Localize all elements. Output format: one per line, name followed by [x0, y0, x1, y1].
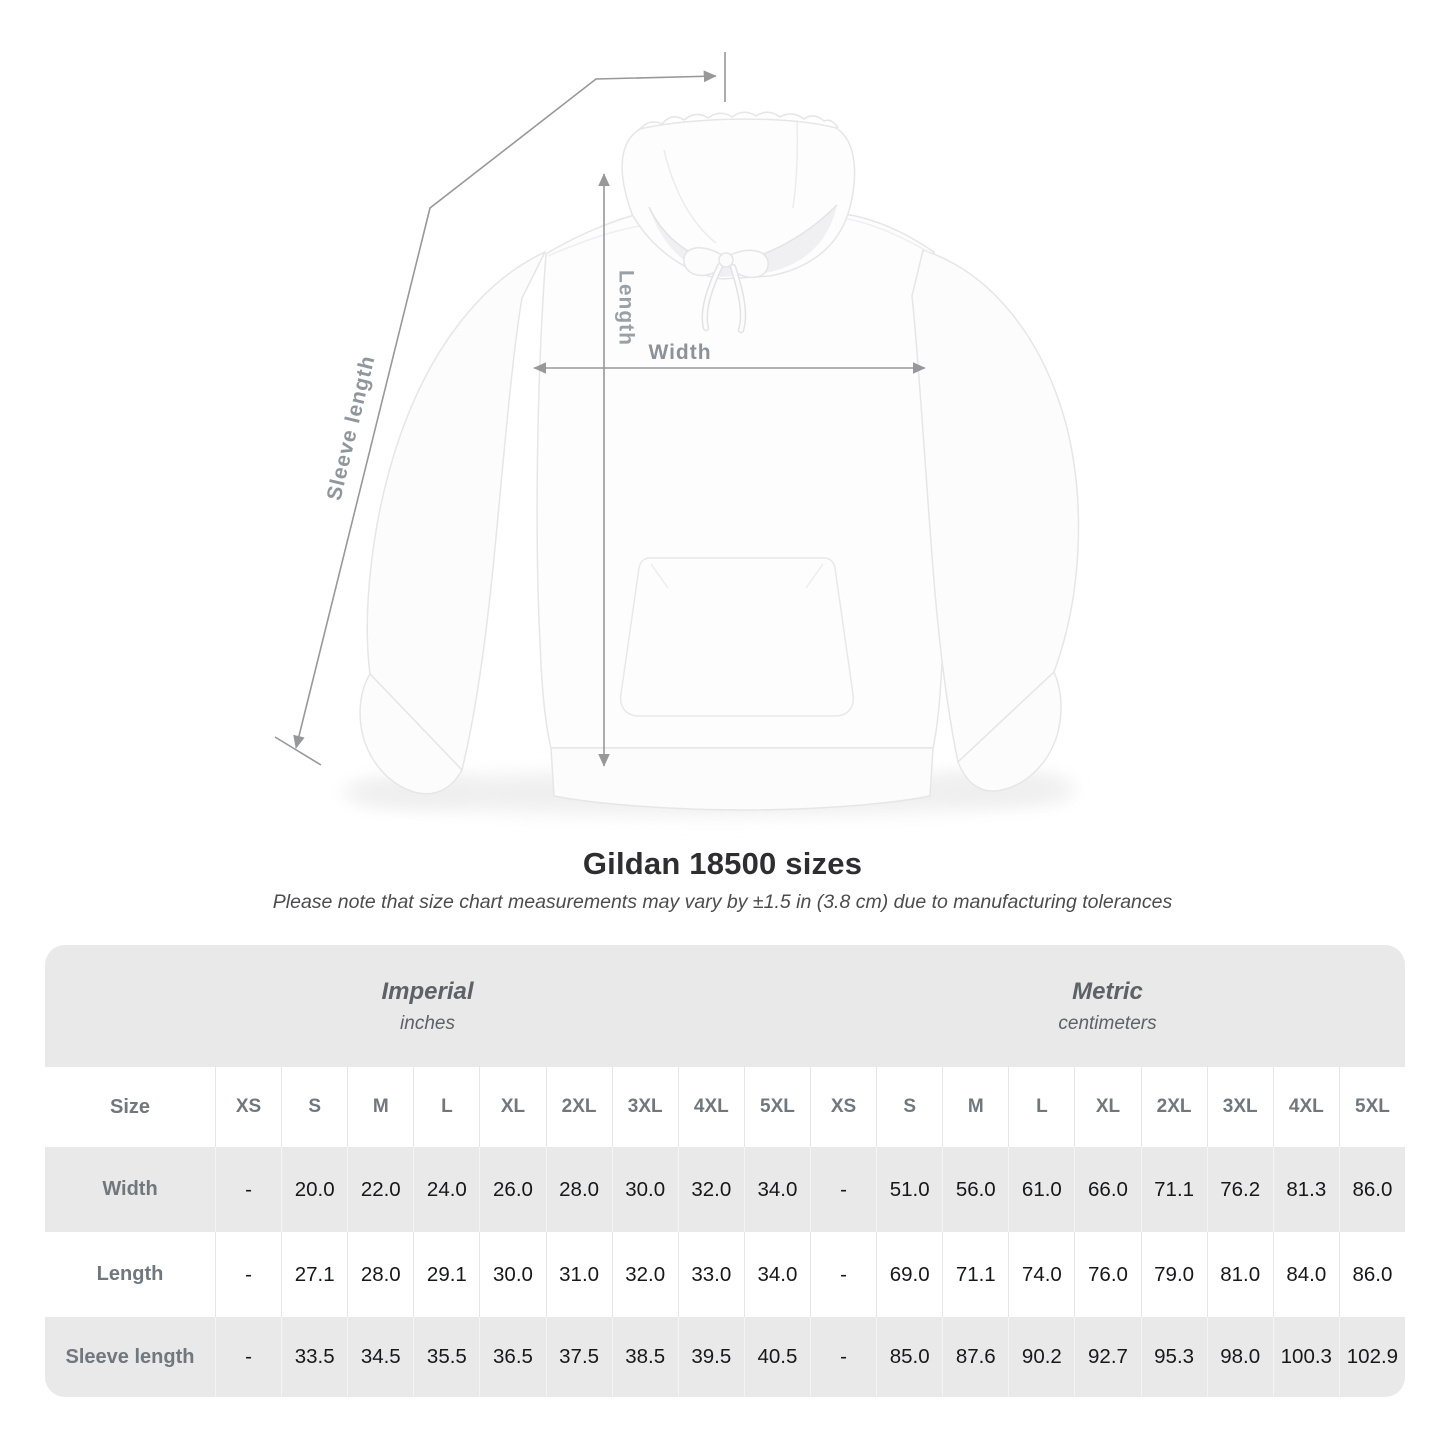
size-col-header: 4XL	[677, 1067, 744, 1147]
size-col-header: XL	[1074, 1067, 1140, 1147]
width-label: Width	[648, 341, 711, 364]
value-cell: 102.9	[1338, 1317, 1405, 1397]
dimension-lines	[274, 52, 926, 767]
value-cell: 86.0	[1338, 1232, 1405, 1317]
value-cell: 26.0	[479, 1147, 546, 1232]
value-cell: 76.2	[1206, 1147, 1273, 1232]
value-cell: 98.0	[1206, 1317, 1273, 1397]
size-col-header: L	[1008, 1067, 1074, 1147]
size-col-header: XL	[479, 1067, 545, 1147]
metric-label: Metric	[1072, 977, 1143, 1005]
size-col-header: L	[413, 1067, 479, 1147]
hoodie-illustration	[342, 111, 1080, 815]
value-cell: 28.0	[545, 1147, 612, 1232]
value-cell: 35.5	[413, 1317, 480, 1397]
row-label-width: Width	[45, 1147, 215, 1232]
value-cell: 32.0	[611, 1232, 678, 1317]
size-col-header: 5XL	[1338, 1067, 1405, 1147]
size-col-header: S	[281, 1067, 347, 1147]
value-cell: 66.0	[1074, 1147, 1141, 1232]
value-cell: 31.0	[545, 1232, 612, 1317]
left-sleeve	[366, 250, 547, 772]
value-cell: 28.0	[347, 1232, 413, 1317]
value-cell: 85.0	[876, 1317, 943, 1397]
value-cell: 34.0	[743, 1147, 810, 1232]
value-cell: 37.5	[545, 1317, 612, 1397]
hoodie-hem-band	[550, 747, 934, 811]
value-cell: 38.5	[611, 1317, 678, 1397]
value-cell: 40.5	[743, 1317, 810, 1397]
size-col-header: 2XL	[545, 1067, 612, 1147]
page-subtitle: Please note that size chart measurements…	[272, 891, 1173, 913]
size-col-header: 3XL	[1206, 1067, 1273, 1147]
value-cell: 84.0	[1272, 1232, 1339, 1317]
right-cuff	[957, 670, 1062, 792]
size-col-header: 5XL	[743, 1067, 810, 1147]
value-cell: -	[810, 1317, 877, 1397]
sleeve-length-line	[293, 70, 717, 749]
size-table: Imperial inches Metric centimeters Size …	[45, 945, 1405, 1397]
value-cell: 51.0	[876, 1147, 943, 1232]
value-cell: 76.0	[1074, 1232, 1140, 1317]
value-cell: 90.2	[1008, 1317, 1075, 1397]
size-col-header: M	[347, 1067, 413, 1147]
value-cell: 92.7	[1074, 1317, 1141, 1397]
value-cell: 34.5	[347, 1317, 414, 1397]
value-cell: 39.5	[677, 1317, 744, 1397]
imperial-label: Imperial	[381, 977, 474, 1005]
value-cell: 86.0	[1338, 1147, 1405, 1232]
size-row-header: Size	[109, 1095, 151, 1118]
size-col-header: 3XL	[611, 1067, 678, 1147]
size-col-header: M	[942, 1067, 1008, 1147]
value-cell: 95.3	[1140, 1317, 1207, 1397]
value-cell: 30.0	[479, 1232, 545, 1317]
value-cell: 87.6	[942, 1317, 1009, 1397]
value-cell: 30.0	[611, 1147, 678, 1232]
value-cell: 24.0	[413, 1147, 480, 1232]
value-cell: 29.1	[413, 1232, 479, 1317]
value-cell: 79.0	[1140, 1232, 1207, 1317]
size-col-header: XS	[215, 1067, 281, 1147]
value-cell: 56.0	[942, 1147, 1009, 1232]
value-cell: -	[215, 1317, 282, 1397]
value-cell: -	[215, 1232, 281, 1317]
row-label-sleeve-length: Sleeve length	[45, 1317, 215, 1397]
value-cell: -	[215, 1147, 282, 1232]
size-col-header: 2XL	[1140, 1067, 1207, 1147]
metric-group-header: Metric centimeters	[810, 945, 1405, 1067]
sleeve-length-label: Sleeve length	[323, 353, 380, 503]
value-cell: 81.0	[1206, 1232, 1273, 1317]
value-cell: 71.1	[942, 1232, 1008, 1317]
value-cell: 20.0	[281, 1147, 348, 1232]
value-cell: 81.3	[1272, 1147, 1339, 1232]
value-cell: 34.0	[743, 1232, 810, 1317]
value-cell: 22.0	[347, 1147, 414, 1232]
value-cell: 61.0	[1008, 1147, 1075, 1232]
value-cell: -	[810, 1232, 876, 1317]
size-col-header: S	[876, 1067, 942, 1147]
hoodie-measurement-svg: Length Width Sleeve length	[274, 52, 1080, 815]
value-cell: -	[810, 1147, 877, 1232]
value-cell: 69.0	[876, 1232, 942, 1317]
value-cell: 32.0	[677, 1147, 744, 1232]
value-cell: 33.5	[281, 1317, 348, 1397]
size-col-header: 4XL	[1272, 1067, 1339, 1147]
value-cell: 27.1	[281, 1232, 347, 1317]
value-cell: 36.5	[479, 1317, 546, 1397]
row-label-length: Length	[96, 1263, 164, 1285]
page-title: Gildan 18500 sizes	[582, 846, 863, 881]
hoodie-measurement-diagram: Length Width Sleeve length	[274, 52, 1080, 815]
value-cell: 33.0	[677, 1232, 744, 1317]
hoodie-pocket	[619, 557, 855, 717]
length-label: Length	[614, 270, 637, 346]
cuff-tick	[274, 736, 322, 766]
imperial-unit: inches	[400, 1012, 455, 1034]
value-cell: 100.3	[1272, 1317, 1339, 1397]
metric-unit: centimeters	[1058, 1012, 1157, 1034]
value-cell: 74.0	[1008, 1232, 1074, 1317]
value-cell: 71.1	[1140, 1147, 1207, 1232]
size-col-header: XS	[810, 1067, 876, 1147]
imperial-group-header: Imperial inches	[45, 945, 810, 1067]
